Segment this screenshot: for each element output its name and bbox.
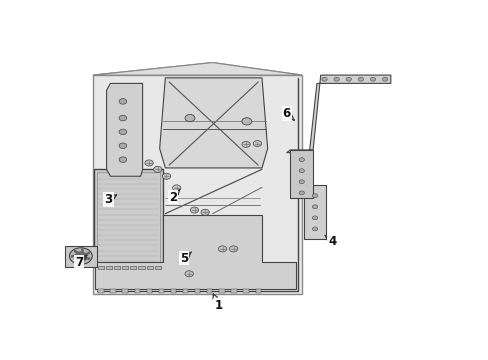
Circle shape [312,216,317,220]
Circle shape [144,160,153,166]
Polygon shape [219,289,224,293]
Polygon shape [98,289,103,293]
Circle shape [218,246,226,252]
Circle shape [75,252,86,260]
Circle shape [382,77,387,81]
Circle shape [184,271,193,277]
Polygon shape [183,289,188,293]
Polygon shape [243,289,248,293]
Text: 6: 6 [282,107,293,120]
Polygon shape [255,289,260,293]
Circle shape [299,180,304,184]
Circle shape [312,194,317,198]
Polygon shape [159,289,164,293]
Polygon shape [94,169,163,265]
Circle shape [229,246,237,252]
Circle shape [312,205,317,209]
Circle shape [119,143,126,149]
Circle shape [321,77,326,81]
Text: 2: 2 [168,189,180,203]
Text: 5: 5 [180,252,191,265]
Text: 3: 3 [104,193,116,206]
Circle shape [119,129,126,135]
Circle shape [201,209,209,215]
Circle shape [242,118,251,125]
Polygon shape [98,266,104,269]
Polygon shape [159,78,267,168]
Polygon shape [146,289,152,293]
Circle shape [312,227,317,231]
Text: 1: 1 [213,294,222,312]
Polygon shape [93,63,301,75]
Polygon shape [95,215,296,288]
Polygon shape [93,75,301,294]
Circle shape [190,207,198,213]
Polygon shape [170,289,176,293]
Polygon shape [106,84,142,176]
Circle shape [162,173,170,179]
Circle shape [299,191,304,195]
Circle shape [119,99,126,104]
Circle shape [242,141,250,148]
Circle shape [369,77,375,81]
Polygon shape [110,289,116,293]
Circle shape [299,169,304,173]
Circle shape [346,77,351,81]
Circle shape [69,248,92,264]
Polygon shape [146,266,152,269]
Polygon shape [290,150,312,198]
Polygon shape [207,289,212,293]
Circle shape [119,115,126,121]
Polygon shape [122,266,128,269]
Polygon shape [138,266,144,269]
Circle shape [253,140,261,147]
Polygon shape [130,266,136,269]
Circle shape [184,114,195,122]
Polygon shape [154,266,161,269]
Polygon shape [122,289,127,293]
Polygon shape [106,266,112,269]
Text: 4: 4 [324,235,336,248]
Polygon shape [286,75,390,153]
Circle shape [172,185,181,191]
Text: 7: 7 [75,255,86,269]
Circle shape [333,77,339,81]
Polygon shape [65,246,97,267]
Polygon shape [303,185,326,239]
Polygon shape [114,266,120,269]
Circle shape [299,158,304,162]
Circle shape [119,157,126,162]
Polygon shape [134,289,140,293]
Polygon shape [195,289,200,293]
Circle shape [358,77,363,81]
Circle shape [153,166,162,172]
Polygon shape [231,289,236,293]
